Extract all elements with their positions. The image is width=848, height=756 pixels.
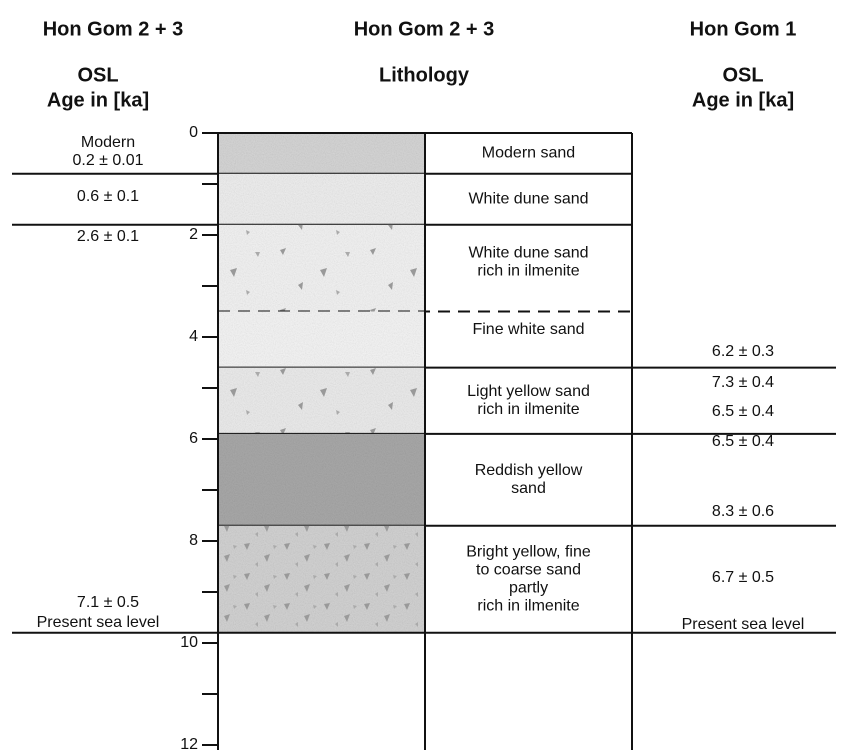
column-title: Lithology	[379, 64, 470, 86]
layer-description: Fine white sand	[472, 321, 584, 338]
osl-age: Modern	[81, 134, 135, 151]
site-label: Hon Gom 2 + 3	[354, 18, 495, 40]
osl-age: Present sea level	[37, 614, 160, 631]
lithology-layer	[218, 434, 425, 526]
depth-tick-label: 6	[189, 430, 198, 447]
layer-description: rich in ilmenite	[477, 401, 579, 418]
stratigraphic-column: Hon Gom 2 + 3 Hon Gom 2 + 3 Hon Gom 1 OS…	[0, 0, 848, 756]
lithology-layer	[218, 312, 425, 368]
osl-age: 2.6 ± 0.1	[77, 228, 139, 245]
unit-label: Age in [ka]	[692, 89, 794, 111]
osl-age: 7.3 ± 0.4	[712, 374, 774, 391]
layer-description: Bright yellow, fine	[466, 543, 591, 560]
layer-description: White dune sand	[468, 191, 588, 208]
ilmenite-grains	[218, 225, 425, 312]
layer-description: Light yellow sand	[467, 383, 590, 400]
unit-label: Age in [ka]	[47, 89, 149, 111]
depth-tick-label: 8	[189, 532, 198, 549]
layer-description: partly	[509, 579, 548, 596]
method-label: OSL	[77, 64, 118, 86]
method-label: OSL	[722, 64, 763, 86]
layer-description: rich in ilmenite	[477, 597, 579, 614]
osl-age: 6.5 ± 0.4	[712, 433, 774, 450]
osl-age: 6.7 ± 0.5	[712, 569, 774, 586]
depth-tick-label: 10	[180, 634, 198, 651]
lithology-layer	[218, 174, 425, 225]
ilmenite-grains	[218, 526, 425, 633]
layer-description: Reddish yellow	[475, 462, 583, 479]
depth-tick-label: 0	[189, 124, 198, 141]
layer-description: to coarse sand	[476, 561, 581, 578]
layer-description: rich in ilmenite	[477, 262, 579, 279]
site-label: Hon Gom 1	[690, 18, 797, 40]
osl-age: 6.2 ± 0.3	[712, 343, 774, 360]
depth-tick-label: 12	[180, 736, 198, 753]
osl-age: 0.2 ± 0.01	[72, 152, 143, 169]
ilmenite-grains	[218, 368, 425, 434]
depth-tick-label: 4	[189, 328, 198, 345]
layer-description: Modern sand	[482, 145, 575, 162]
site-label: Hon Gom 2 + 3	[43, 18, 184, 40]
layer-description: White dune sand	[468, 244, 588, 261]
osl-age: Present sea level	[682, 616, 805, 633]
osl-age: 8.3 ± 0.6	[712, 503, 774, 520]
depth-tick-label: 2	[189, 226, 198, 243]
lithology-layer	[218, 133, 425, 174]
osl-age: 6.5 ± 0.4	[712, 403, 774, 420]
headers: Hon Gom 2 + 3 Hon Gom 2 + 3 Hon Gom 1 OS…	[43, 18, 797, 111]
osl-age: 7.1 ± 0.5	[77, 594, 139, 611]
osl-age: 0.6 ± 0.1	[77, 188, 139, 205]
layer-description: sand	[511, 480, 546, 497]
